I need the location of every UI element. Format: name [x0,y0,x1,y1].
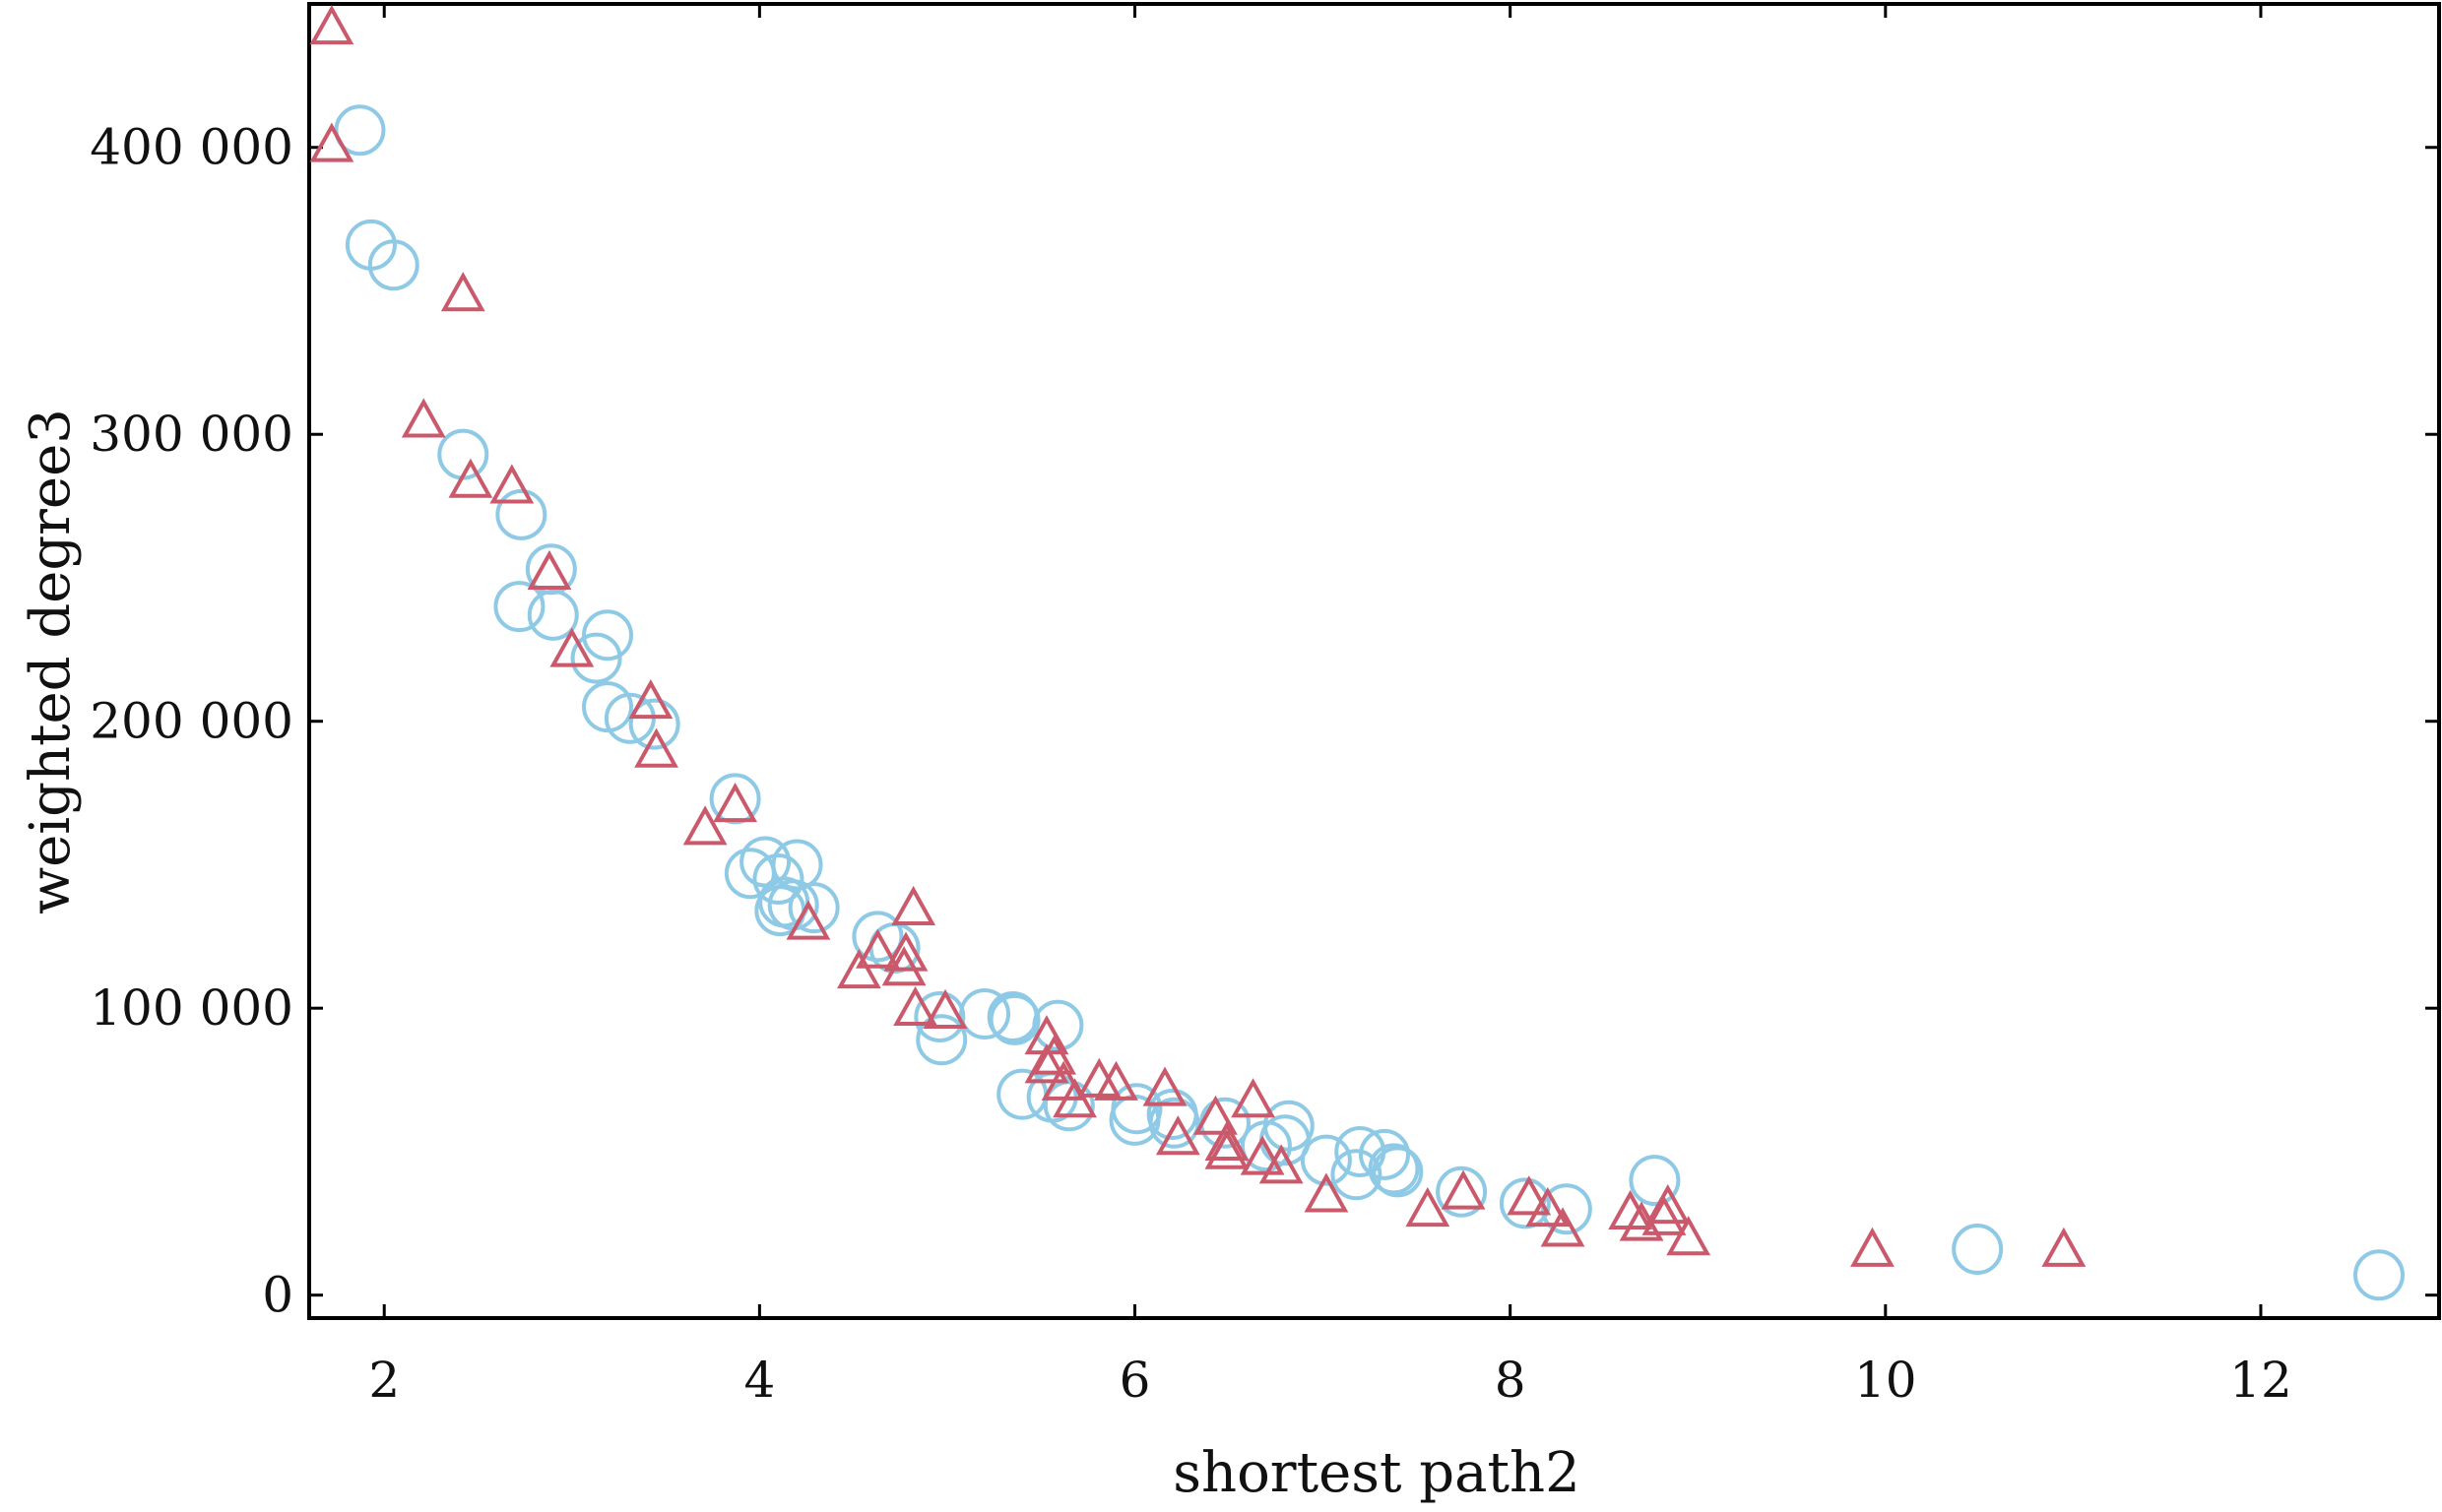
triangle-point [1204,1129,1250,1169]
x-tick-label: 4 [743,1352,775,1409]
triangle-point [1441,1169,1486,1210]
triangle-point [1193,1095,1238,1135]
y-tick-label: 0 [262,1267,293,1324]
triangle-point [527,549,572,590]
triangle-point [628,679,674,720]
data-points [309,5,2406,1301]
triangle-point [549,627,595,667]
circle-point [367,239,419,291]
circle-point [771,839,823,891]
circle-point [1436,1166,1488,1218]
triangle-point [1142,1066,1188,1106]
triangle-point [1053,1078,1097,1118]
triangle-point [1258,1144,1304,1184]
circle-point [1240,1120,1292,1172]
circle-point [2353,1249,2406,1301]
circle-point [527,589,579,641]
triangle-point [836,949,881,989]
triangle-point [1024,1043,1069,1084]
triangle-point [634,727,678,768]
y-axis-ticks: 0 100 000 200 000 300 000 400 000 [90,119,2439,1324]
triangle-point [923,988,968,1029]
circle-point [1629,1155,1681,1207]
circle-point [1358,1128,1410,1180]
circle-point [493,581,546,633]
circle-point [334,104,386,157]
triangle-point [1641,1195,1687,1235]
triangle-point [309,122,354,162]
circle-point [989,993,1041,1045]
triangle-point [1155,1115,1200,1156]
circle-point [1540,1183,1592,1235]
y-tick-label: 200 000 [90,693,293,750]
circle-point [959,988,1011,1040]
x-tick-label: 10 [1854,1352,1917,1409]
triangle-point [448,458,493,498]
circle-point [437,428,489,480]
triangle-point [891,885,936,926]
triangle-point [1645,1184,1691,1225]
triangle-point [1540,1207,1585,1247]
triangle-point [881,946,927,986]
y-tick-label: 300 000 [90,406,293,463]
triangle-point [1231,1078,1275,1118]
triangle-point [309,5,354,45]
triangle-point [1094,1060,1138,1101]
circle-point [1499,1177,1551,1229]
circle-point [582,609,634,662]
circle-point [916,1014,968,1066]
circle-point [852,911,904,963]
circle-point [1952,1224,2004,1276]
circle-point [1043,1080,1095,1132]
plot-frame [307,2,2441,1320]
y-tick-label: 100 000 [90,979,293,1037]
triangle-point [489,464,535,504]
circle-point [1330,1149,1382,1201]
circle-point [1368,1143,1420,1195]
triangle-point [401,398,446,438]
triangle-point [1525,1186,1571,1228]
triangle-point [440,272,485,312]
triangle-point [786,900,831,940]
circle-point [495,488,547,540]
x-tick-label: 8 [1495,1352,1526,1409]
triangle-point [682,805,728,846]
circle-point [914,990,966,1042]
triangle-point [1304,1172,1349,1213]
circle-point [752,853,804,906]
triangle-point [1405,1186,1450,1228]
x-axis-label: shortest path2 [1173,1441,1579,1505]
triangle-point [1666,1216,1711,1256]
circle-point [1372,1146,1424,1198]
circle-point [1300,1134,1352,1186]
triangle-point [1204,1120,1250,1162]
x-tick-label: 2 [368,1352,400,1409]
circle-point [709,773,761,825]
triangle-point [1032,1035,1076,1075]
x-tick-label: 12 [2229,1352,2292,1409]
y-axis-label: weighted degree3 [19,409,83,914]
circle-point [570,632,622,684]
y-tick-label: 400 000 [90,119,293,176]
triangle-point [1240,1135,1285,1175]
x-axis-ticks: 2 4 6 8 10 12 [368,4,2292,1409]
triangle-point [713,782,758,823]
triangle-point [883,931,929,972]
circle-point [1148,1097,1200,1149]
triangle-point [1850,1227,1895,1267]
triangle-point [2041,1227,2087,1267]
circle-point [628,698,680,750]
circle-point [788,882,840,934]
triangle-point [856,928,900,969]
triangle-point [893,985,937,1027]
triangle-point [1507,1175,1552,1216]
x-tick-label: 6 [1120,1352,1151,1409]
